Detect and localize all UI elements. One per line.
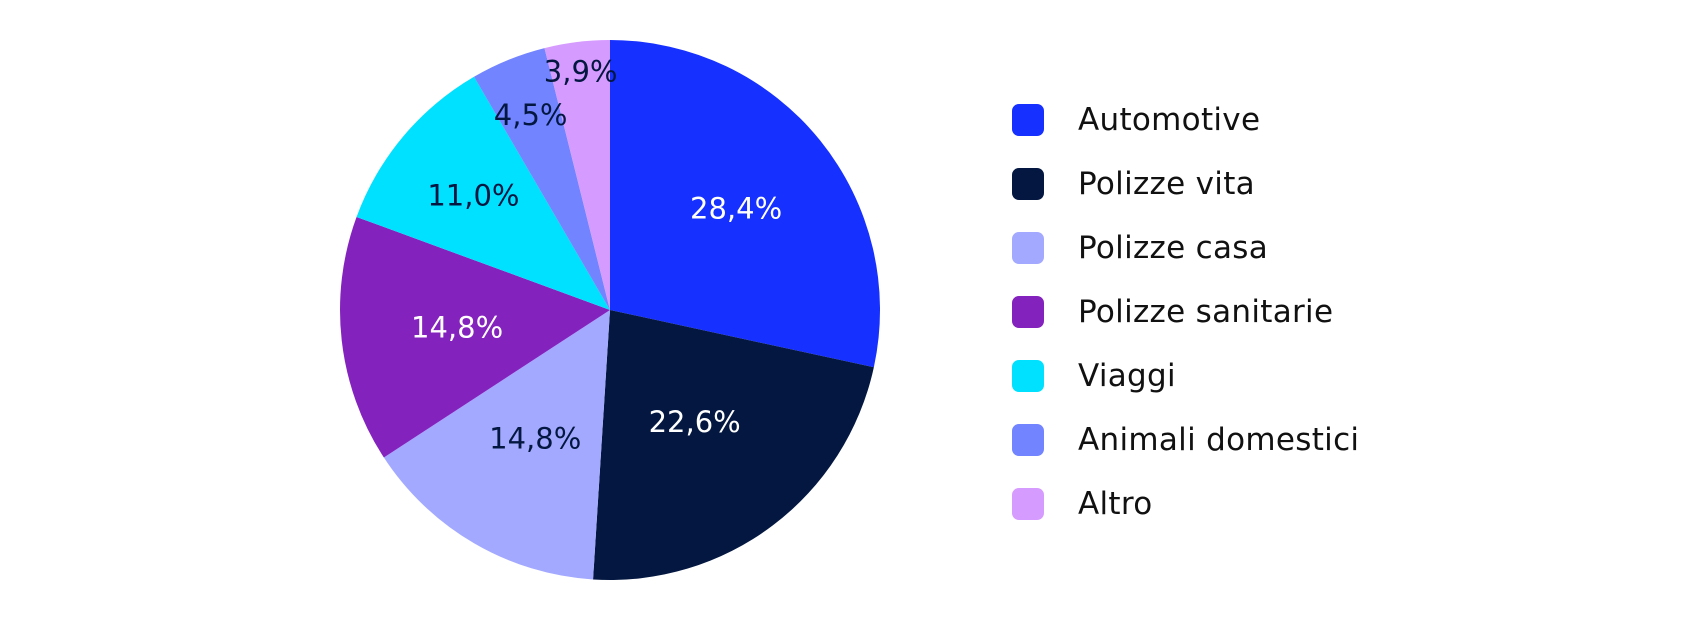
legend-item: Altro (1012, 472, 1359, 536)
pie-slice (383, 310, 610, 580)
legend-label: Polizze casa (1078, 230, 1269, 266)
pie-slice-label: 4,5% (494, 98, 568, 132)
legend-swatch (1012, 488, 1044, 520)
legend-label: Polizze vita (1078, 166, 1255, 202)
pie-slice (474, 48, 610, 310)
legend-label: Polizze sanitarie (1078, 294, 1334, 330)
pie-slice-label: 28,4% (690, 191, 782, 225)
legend-swatch (1012, 104, 1044, 136)
legend-label: Altro (1078, 486, 1153, 522)
pie-slice-label: 14,8% (489, 421, 581, 455)
legend-label: Animali domestici (1078, 422, 1360, 458)
pie-slice-labels: 28,4% 22,6% 14,8% 14,8% 11,0% 4,5% 3,9% (411, 55, 782, 456)
legend-item: Polizze vita (1012, 152, 1359, 216)
pie-slice (356, 76, 610, 310)
legend-item: Automotive (1012, 88, 1359, 152)
pie-slice-label: 3,9% (544, 55, 618, 89)
legend-label: Viaggi (1078, 358, 1176, 394)
legend-swatch (1012, 360, 1044, 392)
legend-item: Polizze sanitarie (1012, 280, 1359, 344)
chart-legend: Automotive Polizze vita Polizze casa Polizz… (1012, 88, 1359, 536)
pie-slice (340, 216, 610, 458)
legend-swatch (1012, 424, 1044, 456)
pie-slice-label: 14,8% (411, 310, 503, 344)
pie-slice-label: 22,6% (649, 405, 741, 439)
legend-swatch (1012, 232, 1044, 264)
pie-slice-label: 11,0% (427, 179, 519, 213)
legend-item: Animali domestici (1012, 408, 1359, 472)
legend-swatch (1012, 168, 1044, 200)
legend-label: Automotive (1078, 102, 1261, 138)
legend-swatch (1012, 296, 1044, 328)
legend-item: Polizze casa (1012, 216, 1359, 280)
pie-slices (340, 40, 880, 580)
pie-slice (610, 40, 880, 368)
legend-item: Viaggi (1012, 344, 1359, 408)
pie-slice (593, 310, 874, 580)
pie-slice (544, 40, 610, 310)
